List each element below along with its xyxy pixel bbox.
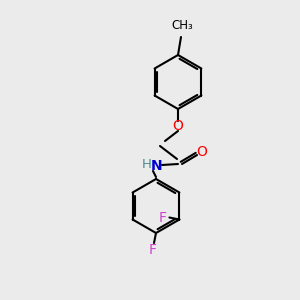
Text: CH₃: CH₃ [171, 19, 193, 32]
Text: O: O [172, 119, 183, 133]
Text: H: H [142, 158, 152, 170]
Text: F: F [158, 211, 166, 224]
Text: O: O [196, 145, 207, 159]
Text: F: F [149, 243, 157, 257]
Text: N: N [151, 159, 163, 173]
